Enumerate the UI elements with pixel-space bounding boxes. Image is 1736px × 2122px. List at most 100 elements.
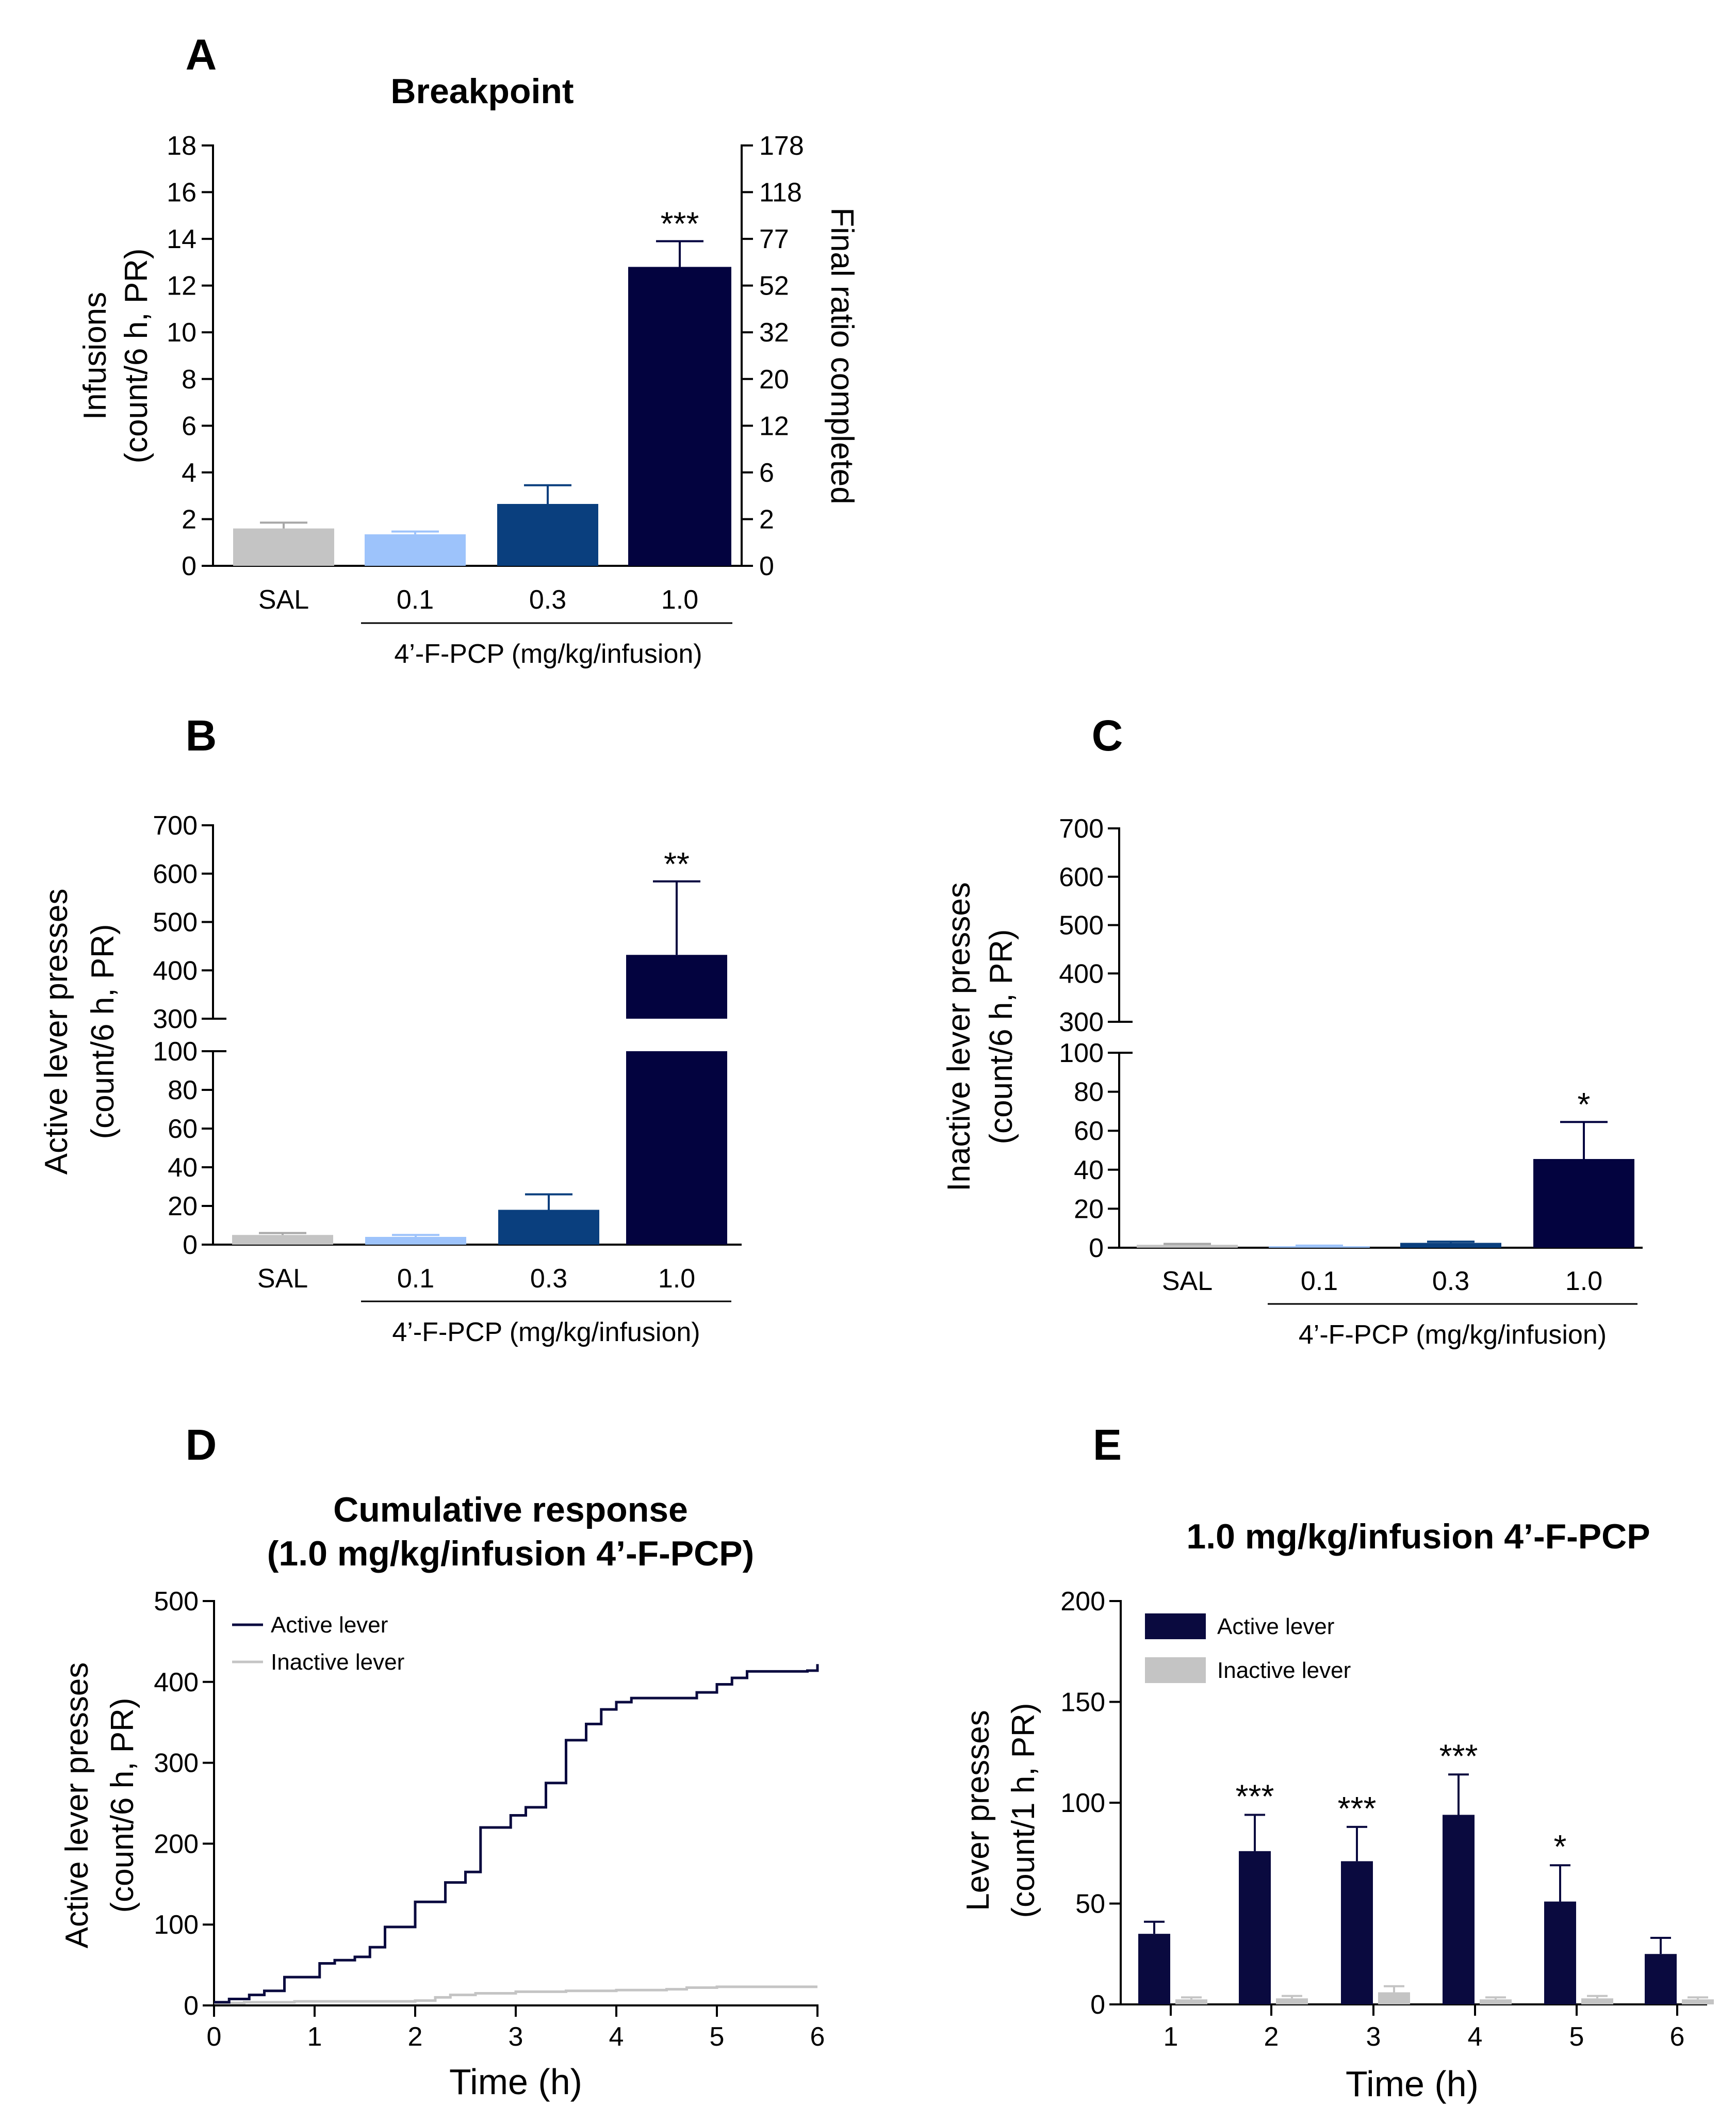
panel-d-x-tick-label: 1 (307, 2022, 322, 2052)
panel-a-y2-tick-label: 77 (759, 224, 789, 254)
panel-a-y2-tick-label: 32 (759, 318, 789, 348)
panel-a-y-tick-label: 4 (182, 458, 196, 488)
panel-b-group-label: 4’-F-PCP (mg/kg/infusion) (392, 1317, 700, 1347)
panel-a-y-tick-label: 14 (167, 224, 196, 254)
panel-e-significance: *** (1439, 1737, 1478, 1774)
panel-e-bar-active (1544, 1901, 1576, 2004)
panel-e-bar-inactive (1682, 1999, 1714, 2004)
panel-a-y2-tick-label: 0 (759, 551, 774, 581)
panel-e-bar-inactive (1581, 1998, 1613, 2004)
panel-c-y-tick-label: 600 (1059, 862, 1104, 892)
panel-a-y2-tick-label: 6 (759, 458, 774, 488)
panel-c-group-label: 4’-F-PCP (mg/kg/infusion) (1299, 1320, 1607, 1350)
panel-d-series-inactive (214, 1985, 817, 2004)
panel-a-y2-tick-label: 20 (759, 365, 789, 395)
panel-b-y-tick-label: 60 (168, 1114, 198, 1144)
panel-b-y-tick-label: 100 (153, 1037, 198, 1067)
panel-a-y2-tick-label: 2 (759, 504, 774, 534)
panel-a-bar (365, 534, 466, 566)
panel-b-y-tick-label: 300 (153, 1004, 198, 1034)
panel-b-y-tick-label: 400 (153, 956, 198, 986)
panel-a-category-label: 0.3 (529, 585, 566, 615)
panel-e-y-tick-label: 100 (1060, 1788, 1105, 1818)
panel-e-bar-inactive (1480, 1999, 1512, 2004)
panel-d-y-tick-label: 100 (154, 1910, 199, 1940)
panel-e-letter: E (1093, 1421, 1122, 1469)
panel-e-x-tick-label: 2 (1264, 2022, 1279, 2052)
panel-d-y-tick-label: 200 (154, 1829, 199, 1859)
panel-e-x-label: Time (h) (1346, 2064, 1479, 2104)
panel-b-y-tick-label: 0 (183, 1230, 198, 1260)
panel-e-legend-active-label: Active lever (1217, 1614, 1334, 1639)
panel-a-y-tick-label: 0 (182, 551, 196, 581)
panel-b-bar (232, 1235, 333, 1245)
panel-d-y-tick-label: 400 (154, 1668, 199, 1697)
panel-e-x-tick-label: 6 (1670, 2022, 1685, 2052)
panel-a-y-tick-label: 16 (167, 178, 196, 208)
panel-c-category-label: SAL (1162, 1266, 1213, 1296)
panel-e-bar-inactive (1175, 1999, 1207, 2004)
panel-e-y-tick-label: 50 (1075, 1889, 1105, 1919)
panel-e-bar-active (1138, 1934, 1170, 2004)
panel-d-y-tick-label: 300 (154, 1749, 199, 1778)
panel-b-y-tick-label: 40 (168, 1153, 198, 1183)
panel-b-letter: B (186, 711, 217, 760)
panel-a-bar (497, 504, 598, 566)
panel-c-category-label: 0.1 (1301, 1266, 1338, 1296)
panel-a-category-label: 1.0 (661, 585, 698, 615)
panel-e-legend-active-swatch (1145, 1613, 1206, 1639)
panel-c-y-tick-label: 60 (1074, 1116, 1104, 1146)
panel-e-title: 1.0 mg/kg/infusion 4’-F-PCP (1186, 1517, 1650, 1556)
panel-b-bar (498, 1210, 599, 1245)
panel-e-bar-active (1645, 1954, 1677, 2004)
panel-b-y-label: (count/6 h, PR) (85, 924, 121, 1139)
panel-b-category-label: 1.0 (658, 1264, 695, 1294)
panel-b-y-label: Active lever presses (39, 889, 74, 1175)
panel-e-y-tick-label: 150 (1060, 1688, 1105, 1718)
panel-e-y-label: Lever presses (960, 1710, 996, 1911)
panel-e-bar-inactive (1276, 1998, 1308, 2004)
panel-a-y-tick-label: 12 (167, 271, 196, 301)
panel-c-letter: C (1092, 711, 1123, 760)
panel-a-y-tick-label: 18 (167, 131, 196, 161)
panel-e: E 1.0 mg/kg/infusion 4’-F-PCP 0 50 100 150 200… (960, 1421, 1714, 2104)
panel-e-significance: * (1554, 1828, 1567, 1865)
panel-b-y-tick-label: 600 (153, 859, 198, 889)
panel-c-y-label: (count/6 h, PR) (984, 929, 1019, 1145)
panel-c-bar (1400, 1243, 1501, 1248)
panel-d: D Cumulative response (1.0 mg/kg/infusion … (59, 1421, 825, 2102)
panel-e-significance: *** (1236, 1777, 1274, 1815)
panel-c-y-tick-label: 700 (1059, 814, 1104, 844)
panel-d-y-tick-label: 0 (184, 1991, 199, 2021)
panel-b-bar-lower (626, 1051, 727, 1245)
panel-a-y-label: (count/6 h, PR) (119, 249, 154, 464)
panel-e-x-tick-label: 4 (1468, 2022, 1483, 2052)
panel-a-y-tick-label: 10 (167, 318, 196, 348)
panel-d-letter: D (186, 1421, 217, 1469)
panel-e-y-tick-label: 0 (1090, 1990, 1105, 2020)
panel-d-x-tick-label: 6 (810, 2022, 825, 2052)
panel-a-y-tick-label: 6 (182, 411, 196, 441)
panel-b-category-label: 0.1 (397, 1264, 434, 1294)
panel-e-legend: Active lever Inactive lever (1145, 1613, 1351, 1683)
panel-c-significance: * (1578, 1086, 1591, 1123)
panel-a-y-label: Infusions (77, 292, 113, 420)
panel-e-x-tick-label: 5 (1569, 2022, 1584, 2052)
panel-a-y-tick-label: 2 (182, 504, 196, 534)
panel-d-x-tick-label: 5 (710, 2022, 725, 2052)
panel-c-category-label: 1.0 (1565, 1266, 1602, 1296)
panel-b-category-label: SAL (257, 1264, 308, 1294)
panel-c-y-tick-label: 400 (1059, 959, 1104, 989)
panel-e-legend-inactive-swatch (1145, 1657, 1206, 1683)
panel-a-y2-tick-label: 52 (759, 271, 789, 301)
panel-a-bar (628, 267, 731, 566)
panel-c-y-tick-label: 40 (1074, 1155, 1104, 1185)
panel-d-x-tick-label: 4 (609, 2022, 624, 2052)
panel-a-bar (233, 528, 334, 566)
panel-b-y-tick-label: 500 (153, 908, 198, 938)
panel-e-bar-active (1239, 1851, 1271, 2004)
panel-b-bar (365, 1237, 466, 1245)
